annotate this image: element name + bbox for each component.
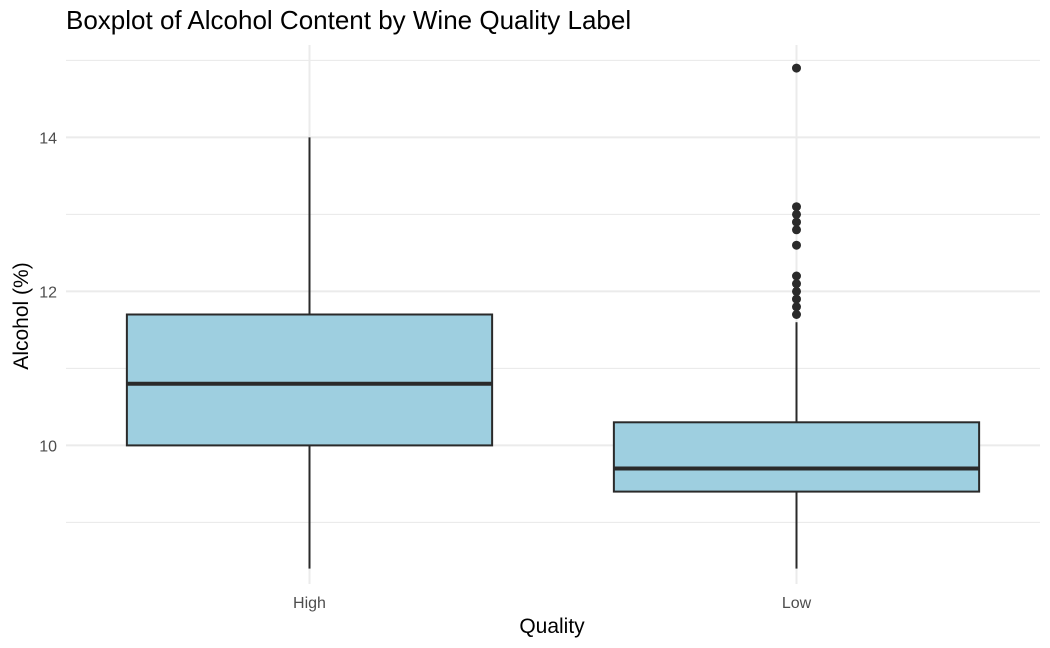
outlier-point — [792, 310, 801, 319]
x-tick-label: High — [293, 595, 326, 612]
outlier-point — [792, 63, 801, 73]
iqr-box — [125, 313, 494, 447]
axis-labels: 10 12 14 High Low — [39, 130, 811, 612]
y-axis-title: Alcohol (%) — [10, 262, 33, 369]
outlier-point — [792, 209, 801, 219]
outlier-point — [792, 240, 801, 250]
x-axis-title: Quality — [519, 615, 585, 638]
outlier-point — [792, 225, 801, 235]
box-group-low — [612, 63, 981, 569]
outlier-point — [792, 271, 801, 281]
box-group-high — [125, 137, 494, 569]
y-tick-label: 10 — [39, 438, 57, 455]
outlier-point — [792, 202, 801, 212]
x-tick-label: Low — [782, 595, 812, 612]
boxplot-marks — [125, 63, 981, 569]
outlier-point — [792, 286, 801, 296]
y-tick-label: 12 — [39, 284, 57, 301]
outlier-point — [792, 294, 801, 304]
iqr-box — [612, 421, 981, 493]
chart-title: Boxplot of Alcohol Content by Wine Quali… — [66, 5, 631, 35]
y-tick-label: 14 — [39, 130, 57, 147]
outlier-point — [792, 279, 801, 289]
outlier-point — [792, 217, 801, 227]
outlier-point — [792, 302, 801, 312]
